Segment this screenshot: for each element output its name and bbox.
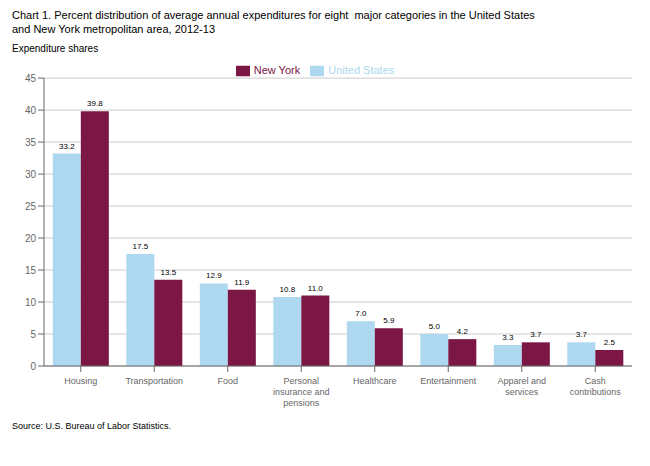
svg-text:11.0: 11.0 <box>308 284 324 293</box>
svg-text:10.8: 10.8 <box>280 285 296 294</box>
html-text:Source: U.S. Bureau of Labor S: Source: U.S. Bureau of Labor Statistics. <box>12 421 172 431</box>
svg-text:4.2: 4.2 <box>457 327 469 336</box>
svg-text:17.5: 17.5 <box>133 242 149 251</box>
svg-text:5: 5 <box>30 329 36 340</box>
svg-text:33.2: 33.2 <box>59 142 75 151</box>
svg-text:Apparel andservices: Apparel andservices <box>497 376 546 397</box>
svg-text:11.9: 11.9 <box>234 278 250 287</box>
svg-text:5.9: 5.9 <box>383 316 395 325</box>
svg-text:7.0: 7.0 <box>355 309 367 318</box>
svg-text:Entertainment: Entertainment <box>420 376 477 386</box>
svg-text:39.8: 39.8 <box>87 99 103 108</box>
svg-text:2.5: 2.5 <box>604 338 616 347</box>
svg-text:3.7: 3.7 <box>530 330 542 339</box>
html-text:and New York metropolitan area: and New York metropolitan area, 2012-13 <box>12 23 215 35</box>
svg-text:40: 40 <box>25 105 37 116</box>
svg-text:Healthcare: Healthcare <box>353 376 397 386</box>
svg-text:20: 20 <box>25 233 37 244</box>
svg-text:45: 45 <box>25 73 37 84</box>
svg-text:0: 0 <box>30 361 36 372</box>
svg-text:35: 35 <box>25 137 37 148</box>
html-text:Chart 1. Percent distribution: Chart 1. Percent distribution of average… <box>12 9 535 21</box>
html-text:New York: New York <box>253 64 301 76</box>
svg-text:25: 25 <box>25 201 37 212</box>
svg-text:3.3: 3.3 <box>502 333 514 342</box>
html-text:United States: United States <box>328 64 395 76</box>
svg-text:Cashcontributions: Cashcontributions <box>570 376 622 397</box>
svg-text:3.7: 3.7 <box>576 330 588 339</box>
html-text:Expenditure shares: Expenditure shares <box>12 43 99 54</box>
svg-text:Food: Food <box>217 376 238 386</box>
svg-text:15: 15 <box>25 265 37 276</box>
svg-text:Personalinsurance andpensions: Personalinsurance andpensions <box>273 376 330 408</box>
svg-text:Transportation: Transportation <box>125 376 183 386</box>
svg-text:30: 30 <box>25 169 37 180</box>
svg-text:5.0: 5.0 <box>429 322 441 331</box>
svg-text:13.5: 13.5 <box>161 268 177 277</box>
svg-text:10: 10 <box>25 297 37 308</box>
svg-text:Housing: Housing <box>64 376 97 386</box>
svg-text:12.9: 12.9 <box>206 271 222 280</box>
